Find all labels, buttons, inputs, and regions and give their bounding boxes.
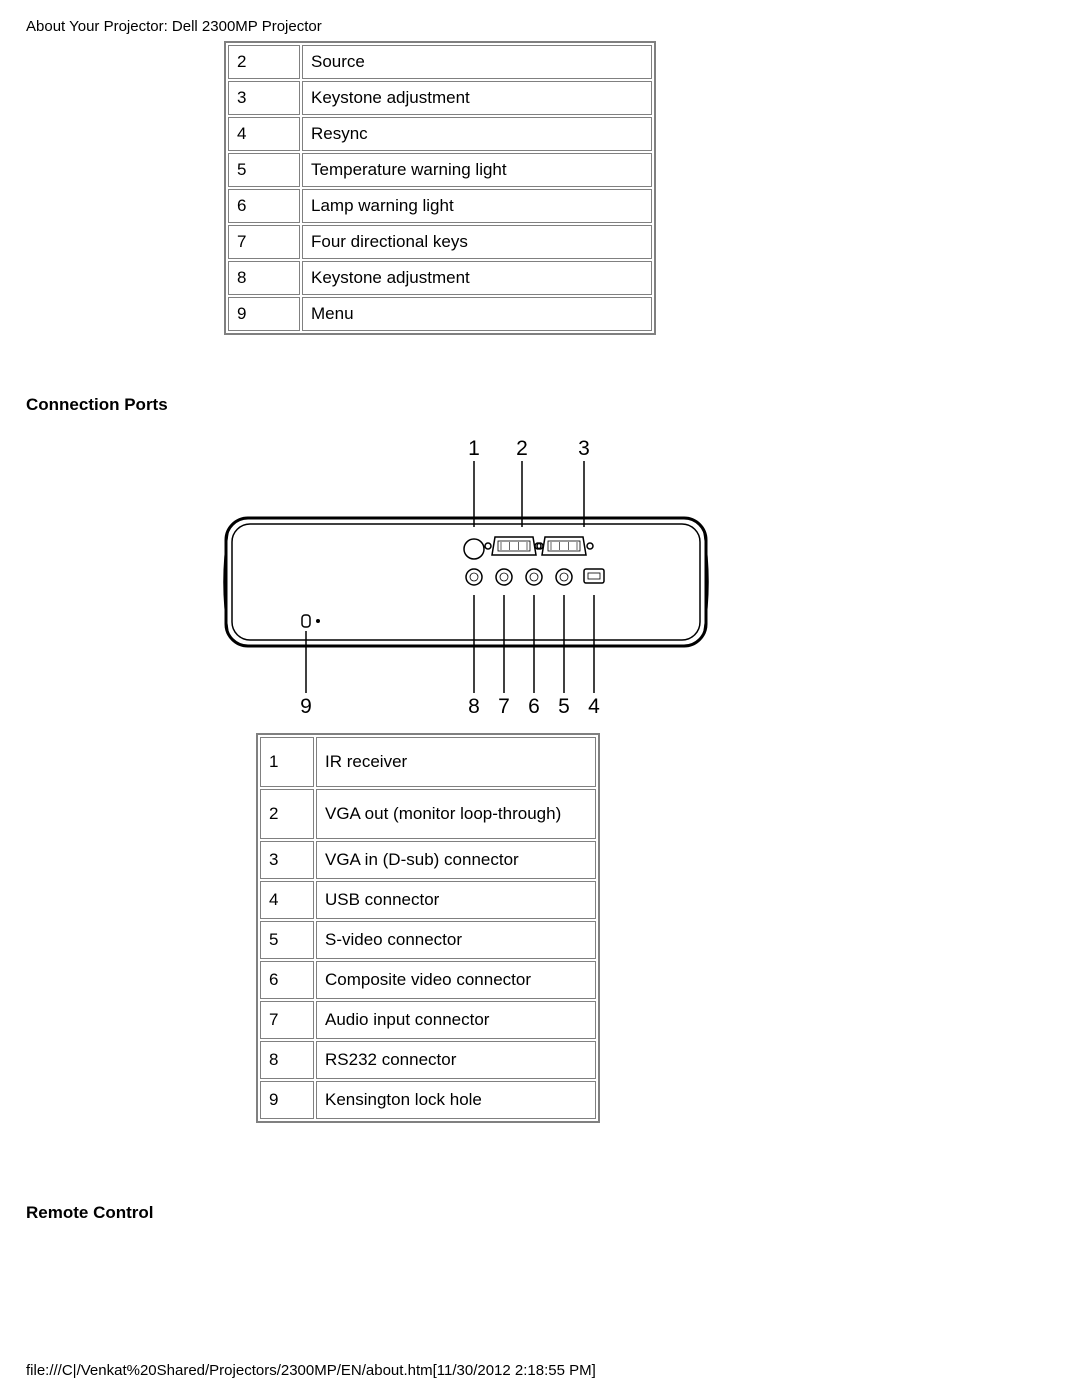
table-row: 4USB connector [260,881,596,919]
table-row: 6Lamp warning light [228,189,652,223]
svg-text:7: 7 [498,695,510,718]
cell-desc: Keystone adjustment [302,261,652,295]
table-row: 3Keystone adjustment [228,81,652,115]
table-row: 7Four directional keys [228,225,652,259]
page-header: About Your Projector: Dell 2300MP Projec… [26,18,1054,35]
cell-num: 9 [260,1081,314,1119]
cell-num: 3 [260,841,314,879]
control-panel-table: 2Source 3Keystone adjustment 4Resync 5Te… [224,41,656,335]
cell-num: 9 [228,297,300,331]
cell-desc: Keystone adjustment [302,81,652,115]
cell-desc: Composite video connector [316,961,596,999]
svg-text:2: 2 [516,437,528,460]
svg-text:4: 4 [588,695,600,718]
section-remote-control: Remote Control [26,1203,1054,1223]
cell-num: 7 [260,1001,314,1039]
cell-desc: Kensington lock hole [316,1081,596,1119]
cell-num: 2 [228,45,300,79]
section-connection-ports: Connection Ports [26,395,1054,415]
cell-desc: Lamp warning light [302,189,652,223]
table-row: 2Source [228,45,652,79]
cell-desc: Resync [302,117,652,151]
cell-desc: Audio input connector [316,1001,596,1039]
table-row: 2VGA out (monitor loop-through) [260,789,596,839]
cell-desc: IR receiver [316,737,596,787]
cell-desc: S-video connector [316,921,596,959]
cell-num: 7 [228,225,300,259]
table-row: 9Menu [228,297,652,331]
svg-text:5: 5 [558,695,570,718]
cell-num: 4 [228,117,300,151]
table-row: 7Audio input connector [260,1001,596,1039]
cell-desc: Four directional keys [302,225,652,259]
cell-num: 3 [228,81,300,115]
table-row: 8Keystone adjustment [228,261,652,295]
svg-text:3: 3 [578,437,590,460]
table-row: 1IR receiver [260,737,596,787]
svg-text:8: 8 [468,695,480,718]
cell-num: 8 [228,261,300,295]
cell-num: 5 [228,153,300,187]
cell-num: 4 [260,881,314,919]
cell-num: 8 [260,1041,314,1079]
table-row: 9Kensington lock hole [260,1081,596,1119]
table-row: 6Composite video connector [260,961,596,999]
table-row: 5S-video connector [260,921,596,959]
cell-desc: VGA in (D-sub) connector [316,841,596,879]
page-footer: file:///C|/Venkat%20Shared/Projectors/23… [26,1362,596,1379]
cell-num: 6 [228,189,300,223]
cell-num: 6 [260,961,314,999]
cell-num: 5 [260,921,314,959]
cell-num: 2 [260,789,314,839]
table-row: 8RS232 connector [260,1041,596,1079]
table-row: 5Temperature warning light [228,153,652,187]
ports-diagram: 1 2 3 9 87654 [196,433,1054,733]
ports-table: 1IR receiver 2VGA out (monitor loop-thro… [256,733,600,1123]
svg-text:6: 6 [528,695,540,718]
cell-desc: Menu [302,297,652,331]
table-row: 3VGA in (D-sub) connector [260,841,596,879]
table-row: 4Resync [228,117,652,151]
svg-text:1: 1 [468,437,480,460]
cell-num: 1 [260,737,314,787]
cell-desc: Temperature warning light [302,153,652,187]
cell-desc: USB connector [316,881,596,919]
cell-desc: Source [302,45,652,79]
cell-desc: RS232 connector [316,1041,596,1079]
cell-desc: VGA out (monitor loop-through) [316,789,596,839]
svg-text:9: 9 [300,695,312,718]
